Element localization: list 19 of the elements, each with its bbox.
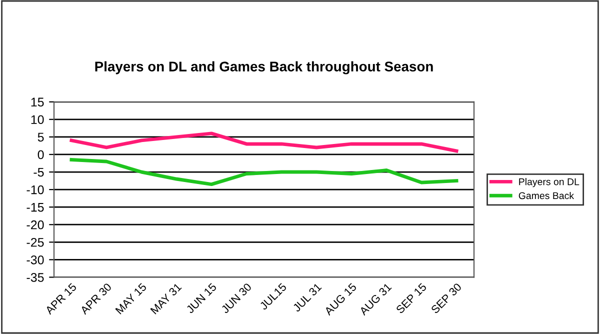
y-tick-label: -15 (26, 203, 44, 212)
x-tick-label: SEP 30 (430, 282, 462, 314)
y-tick-label: -35 (26, 273, 44, 282)
y-tick-label: -30 (26, 255, 44, 264)
x-tick-label: SEP 15 (396, 282, 427, 314)
line-series (70, 132, 458, 153)
y-tick-label: 5 (38, 132, 44, 142)
y-tick-label: -5 (34, 168, 44, 177)
line-series (70, 158, 458, 186)
y-tick-label: -20 (26, 220, 44, 230)
y-tick-label: 0 (38, 150, 44, 160)
legend-label: Players on DL (519, 178, 580, 188)
y-tick-label: -25 (26, 238, 44, 247)
y-tick-label: 15 (31, 98, 44, 107)
chart-title: Players on DL and Games Back throughout Season (95, 61, 433, 74)
x-tick-label: JUL 31 (292, 282, 322, 312)
y-tick-label: 10 (31, 115, 44, 124)
legend-label: Games Back (518, 192, 574, 200)
y-tick-label: -10 (26, 185, 44, 194)
